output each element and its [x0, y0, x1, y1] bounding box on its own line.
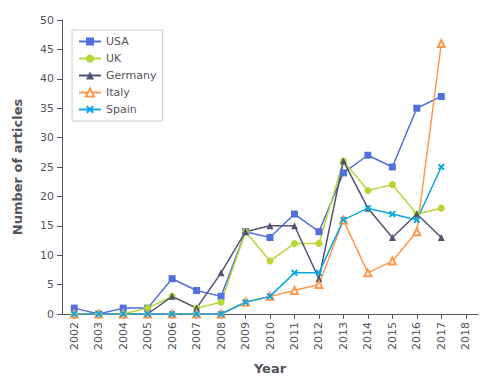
svg-text:2003: 2003 [92, 322, 105, 350]
svg-text:2014: 2014 [361, 322, 374, 350]
svg-text:50: 50 [40, 14, 54, 27]
svg-text:0: 0 [47, 308, 54, 321]
svg-text:2011: 2011 [288, 322, 301, 350]
svg-text:2005: 2005 [141, 322, 154, 350]
svg-text:2009: 2009 [239, 322, 252, 350]
svg-text:UK: UK [106, 52, 122, 65]
svg-text:35: 35 [40, 102, 54, 115]
svg-text:2017: 2017 [435, 322, 448, 350]
svg-text:Germany: Germany [106, 69, 157, 82]
svg-text:2016: 2016 [410, 322, 423, 350]
svg-text:Year: Year [253, 361, 287, 376]
svg-text:2006: 2006 [166, 322, 179, 350]
svg-text:15: 15 [40, 219, 54, 232]
svg-text:25: 25 [40, 161, 54, 174]
svg-text:Number of articles: Number of articles [10, 99, 25, 236]
svg-text:2008: 2008 [215, 322, 228, 350]
svg-text:2015: 2015 [386, 322, 399, 350]
svg-text:2012: 2012 [312, 322, 325, 350]
svg-text:2004: 2004 [117, 322, 130, 350]
svg-text:30: 30 [40, 131, 54, 144]
svg-text:Spain: Spain [106, 103, 137, 116]
svg-text:2018: 2018 [459, 322, 472, 350]
svg-text:Italy: Italy [106, 86, 130, 99]
svg-text:2007: 2007 [190, 322, 203, 350]
svg-text:5: 5 [47, 278, 54, 291]
svg-text:2010: 2010 [264, 322, 277, 350]
svg-text:45: 45 [40, 43, 54, 56]
svg-text:2013: 2013 [337, 322, 350, 350]
svg-text:40: 40 [40, 72, 54, 85]
svg-text:10: 10 [40, 249, 54, 262]
svg-text:20: 20 [40, 190, 54, 203]
svg-text:2002: 2002 [68, 322, 81, 350]
svg-text:USA: USA [106, 35, 129, 48]
